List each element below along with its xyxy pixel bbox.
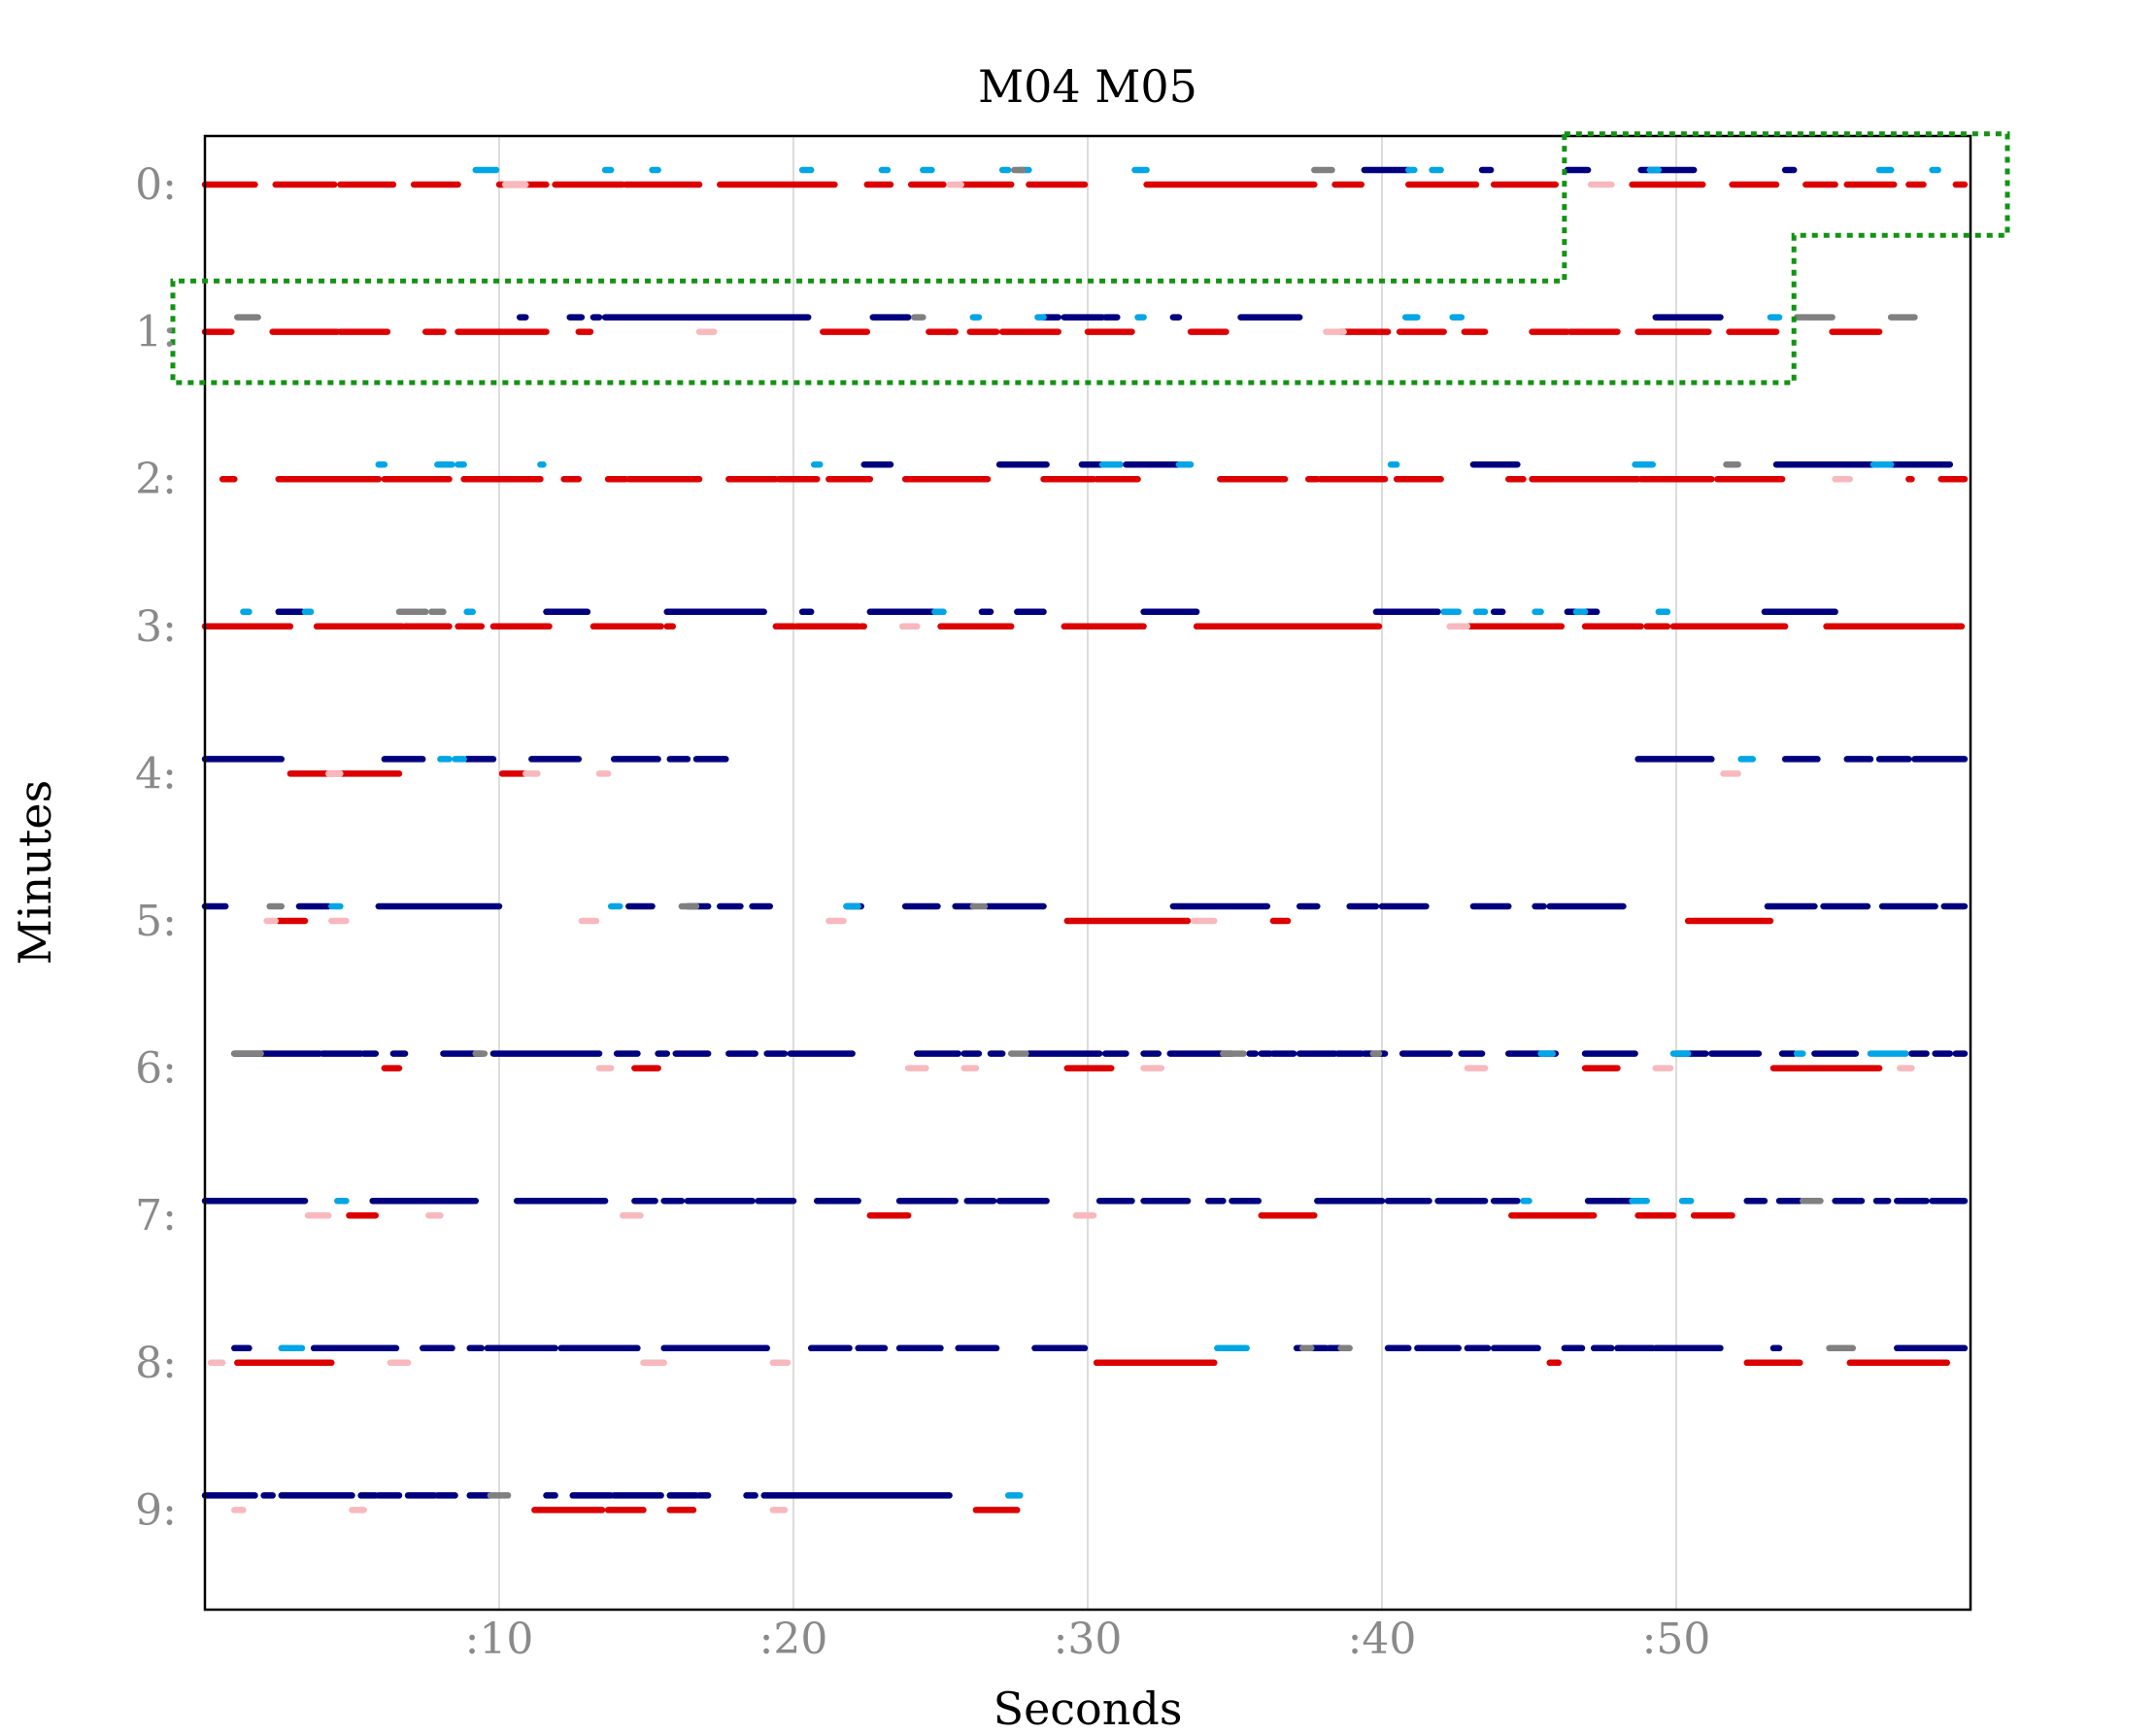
x-tick-label: :50 <box>1642 1615 1711 1664</box>
y-tick-label: 9: <box>135 1485 177 1535</box>
x-tick-label: :30 <box>1054 1615 1123 1664</box>
y-tick-label: 7: <box>135 1191 177 1241</box>
y-tick-label: 4: <box>135 749 177 799</box>
y-tick-label: 1: <box>135 308 177 357</box>
y-tick-label: 5: <box>135 897 177 946</box>
y-tick-label: 6: <box>135 1044 177 1094</box>
highlight-box <box>170 131 2010 386</box>
grid-layer <box>498 136 1677 1610</box>
x-tick-label: :10 <box>465 1615 534 1664</box>
chart-title: M04 M05 <box>978 60 1197 113</box>
x-axis-label: Seconds <box>994 1683 1183 1729</box>
plot-frame <box>203 134 1972 1612</box>
data-layer <box>201 166 1969 1513</box>
x-tick-label: :40 <box>1348 1615 1417 1664</box>
tick-layer: :10 :20 :30 :40 :50 0: 1: 2: 3: 4: 5: 6: 7: 8: 9: <box>135 160 1710 1664</box>
x-tick-label: :20 <box>759 1615 828 1664</box>
highlight-layer <box>170 131 2010 386</box>
y-tick-label: 0: <box>135 160 177 210</box>
y-tick-label: 2: <box>135 455 177 504</box>
y-axis-label: Minutes <box>9 780 61 965</box>
y-tick-label: 8: <box>135 1339 177 1388</box>
y-tick-label: 3: <box>135 602 177 652</box>
